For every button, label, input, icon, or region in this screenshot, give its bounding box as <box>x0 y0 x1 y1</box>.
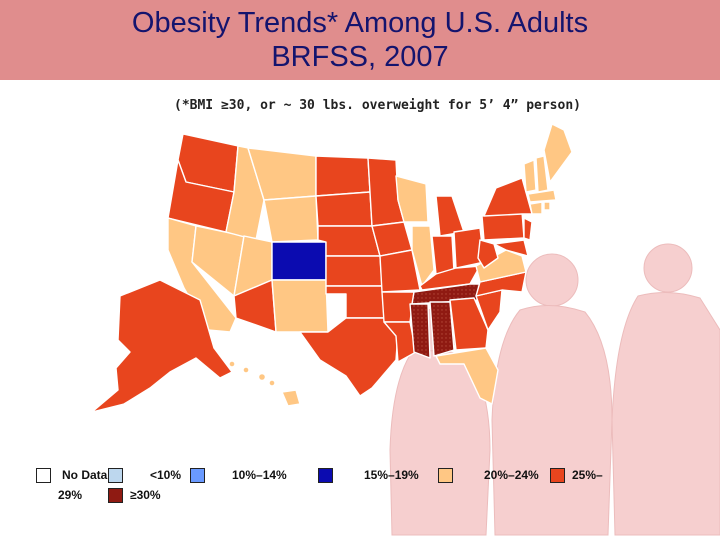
state-oklahoma <box>325 285 385 319</box>
state-michigan <box>435 195 465 237</box>
state-new-hampshire <box>535 155 549 193</box>
title-line-1: Obesity Trends* Among U.S. Adults <box>131 7 589 39</box>
state-new-jersey <box>523 217 533 241</box>
state-arkansas <box>381 291 415 323</box>
state-florida <box>435 347 499 405</box>
state-massachusetts <box>527 189 557 203</box>
state-connecticut <box>529 201 543 215</box>
state-georgia <box>449 297 489 351</box>
state-north-dakota <box>315 155 371 197</box>
state-alaska <box>91 279 233 413</box>
state-colorado <box>271 241 327 281</box>
silhouette-3 <box>611 243 720 536</box>
us-map <box>91 123 573 413</box>
state-nebraska <box>317 225 381 257</box>
state-maine <box>543 123 573 183</box>
state-texas <box>299 317 399 397</box>
state-maryland <box>493 239 529 257</box>
state-indiana <box>431 235 455 275</box>
state-new-mexico <box>271 279 329 333</box>
state-illinois <box>411 225 435 287</box>
state-mississippi <box>409 303 431 359</box>
state-louisiana <box>383 321 417 363</box>
title-line-2: BRFSS, 2007 <box>271 41 449 73</box>
subtitle-note: (*BMI ≥30, or ~ 30 lbs. overweight for 5… <box>174 98 581 113</box>
state-south-dakota <box>315 191 373 227</box>
state-vermont <box>523 159 537 193</box>
state-rhode-island <box>543 201 551 211</box>
state-missouri <box>379 249 421 293</box>
state-alabama <box>429 301 455 357</box>
state-wisconsin <box>395 175 429 223</box>
state-virginia <box>475 249 527 283</box>
silhouette-1 <box>491 253 613 536</box>
state-new-york <box>483 177 533 217</box>
state-hawaii <box>228 360 301 407</box>
state-wyoming <box>263 195 319 243</box>
state-west-virginia <box>477 239 499 269</box>
state-kansas <box>325 255 383 287</box>
title-banner: Obesity Trends* Among U.S. Adults BRFSS,… <box>0 0 720 80</box>
